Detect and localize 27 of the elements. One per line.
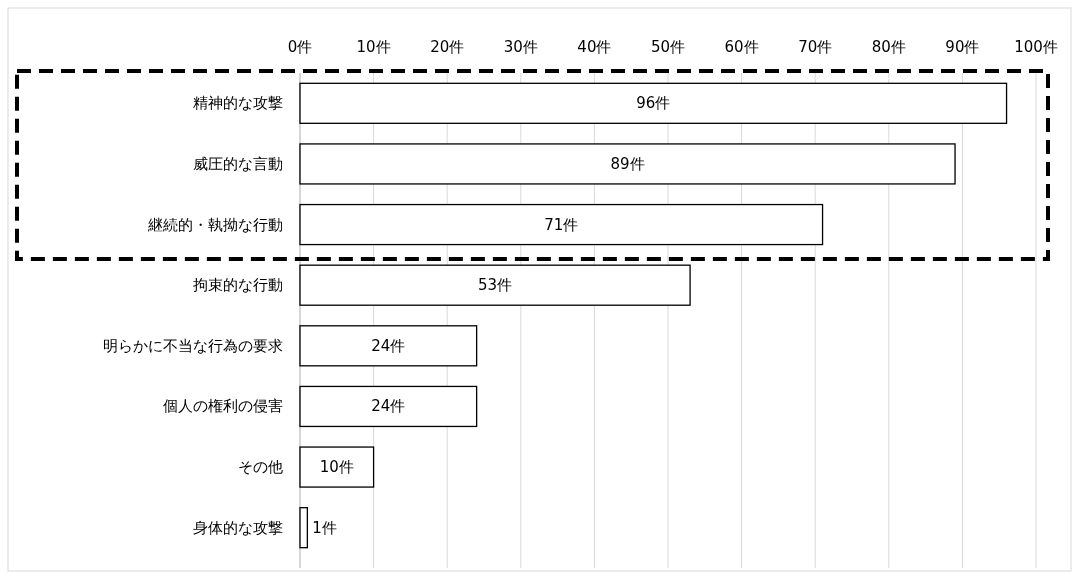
- x-tick-label: 100件: [1014, 38, 1058, 56]
- x-tick-label: 50件: [650, 38, 686, 56]
- x-tick-label: 40件: [577, 38, 612, 56]
- data-label: 71件: [544, 215, 579, 234]
- y-tick-label: 拘束的な行動: [193, 276, 283, 295]
- y-tick-label: 個人の権利の侵害: [163, 397, 283, 416]
- y-tick-label: 明らかに不当な行為の要求: [103, 336, 283, 355]
- x-tick-label: 60件: [724, 38, 759, 56]
- x-tick-label: 20件: [430, 38, 465, 56]
- y-tick-label: 継続的・執拗な行動: [147, 215, 283, 234]
- data-label: 89件: [610, 154, 645, 173]
- data-label: 1件: [312, 518, 337, 537]
- x-tick-label: 30件: [503, 38, 538, 56]
- data-label: 24件: [371, 397, 406, 416]
- x-tick-label: 80件: [871, 38, 906, 56]
- y-tick-label: 精神的な攻撃: [193, 94, 283, 113]
- x-tick-label: 0件: [287, 38, 313, 56]
- y-tick-label: 威圧的な言動: [193, 154, 283, 173]
- data-label: 10件: [319, 458, 354, 477]
- y-tick-label: その他: [238, 458, 283, 477]
- data-label: 24件: [371, 336, 406, 355]
- y-tick-label: 身体的な攻撃: [193, 518, 283, 537]
- x-tick-label: 10件: [356, 38, 391, 56]
- data-label: 96件: [636, 94, 671, 113]
- x-tick-label: 70件: [798, 38, 833, 56]
- x-tick-label: 90件: [945, 38, 980, 56]
- data-label: 53件: [477, 276, 513, 295]
